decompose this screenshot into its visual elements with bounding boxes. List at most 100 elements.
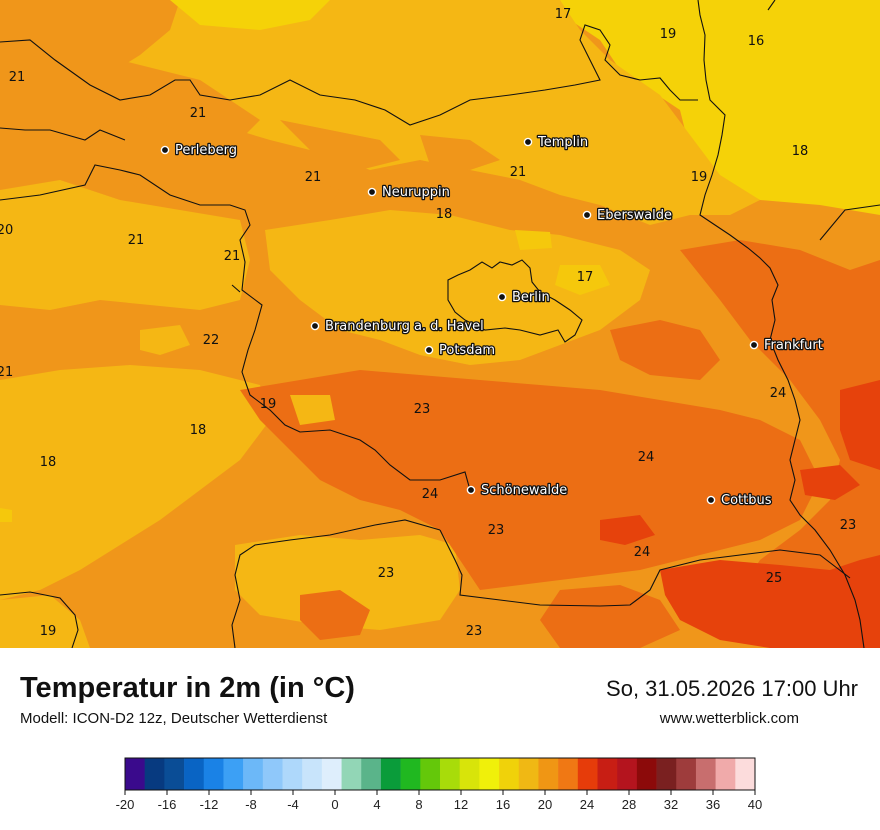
temperature-value-label: 19 bbox=[660, 27, 677, 42]
city-dot bbox=[424, 345, 434, 355]
city-dot bbox=[582, 210, 592, 220]
legend-swatch bbox=[203, 758, 224, 790]
city-dot bbox=[160, 145, 170, 155]
temperature-value-label: 17 bbox=[555, 7, 572, 22]
legend-swatch bbox=[617, 758, 638, 790]
website-link[interactable]: www.wetterblick.com bbox=[659, 710, 799, 727]
legend-tick-label: 20 bbox=[538, 797, 552, 812]
temperature-value-label: 21 bbox=[305, 170, 322, 185]
legend-tick-label: -8 bbox=[245, 797, 257, 812]
legend-swatch bbox=[243, 758, 264, 790]
temperature-value-label: 19 bbox=[691, 170, 708, 185]
legend-swatch bbox=[459, 758, 480, 790]
temperature-value-label: 18 bbox=[40, 455, 57, 470]
legend-swatch bbox=[479, 758, 500, 790]
city-dot bbox=[749, 340, 759, 350]
legend-swatch bbox=[420, 758, 441, 790]
city-dot bbox=[706, 495, 716, 505]
temperature-value-label: 23 bbox=[840, 518, 857, 533]
legend-swatch bbox=[558, 758, 579, 790]
legend-tick-label: 40 bbox=[748, 797, 762, 812]
temperature-value-label: 20 bbox=[0, 223, 13, 238]
legend-tick-label: 32 bbox=[664, 797, 678, 812]
temperature-value-label: 18 bbox=[436, 207, 453, 222]
model-source: Modell: ICON-D2 12z, Deutscher Wetterdie… bbox=[20, 710, 328, 727]
temperature-value-label: 24 bbox=[638, 450, 655, 465]
legend-tick-label: 24 bbox=[580, 797, 594, 812]
temperature-value-label: 18 bbox=[190, 423, 207, 438]
city-label: Perleberg bbox=[175, 143, 237, 158]
legend-swatch bbox=[262, 758, 283, 790]
temperature-value-label: 23 bbox=[466, 624, 483, 639]
legend-swatch bbox=[125, 758, 145, 790]
city-markers: Perleberg Templin Neuruppin Eberswalde Berli… bbox=[160, 134, 824, 509]
temperature-value-label: 21 bbox=[190, 106, 207, 121]
legend-swatch bbox=[302, 758, 323, 790]
legend-swatch bbox=[597, 758, 618, 790]
city-marker: Brandenburg a. d. Havel bbox=[310, 318, 485, 335]
city-dot bbox=[497, 292, 507, 302]
temperature-value-label: 25 bbox=[766, 571, 783, 586]
legend-swatch bbox=[282, 758, 303, 790]
legend-tick-label: 12 bbox=[454, 797, 468, 812]
legend-swatch bbox=[538, 758, 559, 790]
city-label: Berlin bbox=[512, 290, 550, 305]
legend-tick-label: 28 bbox=[622, 797, 636, 812]
temperature-value-label: 21 bbox=[9, 70, 26, 85]
city-marker: Schönewalde bbox=[466, 482, 569, 499]
city-marker: Cottbus bbox=[706, 492, 773, 509]
city-label: Potsdam bbox=[439, 343, 495, 358]
temperature-value-label: 24 bbox=[422, 487, 439, 502]
city-label: Brandenburg a. d. Havel bbox=[325, 319, 484, 334]
legend-swatch bbox=[223, 758, 244, 790]
legend-swatch bbox=[676, 758, 697, 790]
forecast-datetime: So, 31.05.2026 17:00 Uhr bbox=[606, 676, 858, 701]
temperature-value-label: 24 bbox=[770, 386, 787, 401]
legend-tick-label: 0 bbox=[331, 797, 338, 812]
legend-swatch bbox=[164, 758, 185, 790]
legend-swatch bbox=[144, 758, 165, 790]
temperature-value-label: 19 bbox=[40, 624, 57, 639]
legend-swatch bbox=[499, 758, 520, 790]
city-label: Eberswalde bbox=[597, 208, 672, 223]
legend-tick-label: -16 bbox=[158, 797, 177, 812]
city-marker: Berlin bbox=[497, 289, 551, 306]
temperature-value-label: 21 bbox=[0, 365, 13, 380]
temperature-map: 17 19 16 21 21 18 21 21 19 18 20 21 21 17 22 21 24 19 23 18… bbox=[0, 0, 880, 648]
city-label: Frankfurt bbox=[764, 338, 823, 353]
temperature-value-label: 16 bbox=[748, 34, 765, 49]
city-label: Neuruppin bbox=[382, 185, 450, 200]
city-label: Cottbus bbox=[721, 493, 772, 508]
legend-tick-label: -20 bbox=[116, 797, 135, 812]
legend-swatch bbox=[321, 758, 342, 790]
temperature-value-label: 24 bbox=[634, 545, 651, 560]
temperature-value-label: 18 bbox=[792, 144, 809, 159]
map-borders bbox=[0, 0, 880, 648]
temperature-value-label: 19 bbox=[260, 397, 277, 412]
legend-tick-label: 36 bbox=[706, 797, 720, 812]
city-label: Templin bbox=[537, 135, 588, 150]
legend-swatch bbox=[715, 758, 736, 790]
legend-tick-label: 4 bbox=[373, 797, 380, 812]
legend-frame bbox=[124, 757, 756, 791]
legend-swatch bbox=[636, 758, 657, 790]
legend-swatch bbox=[341, 758, 362, 790]
map-title: Temperatur in 2m (in °C) bbox=[20, 672, 355, 704]
temperature-value-label: 23 bbox=[378, 566, 395, 581]
temperature-value-label: 21 bbox=[128, 233, 145, 248]
legend-swatch bbox=[656, 758, 677, 790]
temperature-value-label: 23 bbox=[488, 523, 505, 538]
temperature-value-label: 22 bbox=[203, 333, 220, 348]
legend-swatch bbox=[380, 758, 401, 790]
temperature-value-label: 17 bbox=[577, 270, 594, 285]
map-footer: Temperatur in 2m (in °C) Modell: ICON-D2… bbox=[0, 648, 880, 830]
legend-swatch bbox=[361, 758, 382, 790]
legend-swatch bbox=[400, 758, 421, 790]
city-dot bbox=[367, 187, 377, 197]
color-legend: -20 -16 -12 -8 -4 0 4 8 12 16 20 24 28 32 36 40 bbox=[116, 757, 762, 812]
temperature-value-label: 21 bbox=[224, 249, 241, 264]
temperature-value-label: 23 bbox=[414, 402, 431, 417]
legend-swatch bbox=[440, 758, 460, 790]
city-dot bbox=[523, 137, 533, 147]
legend-swatch bbox=[518, 758, 539, 790]
